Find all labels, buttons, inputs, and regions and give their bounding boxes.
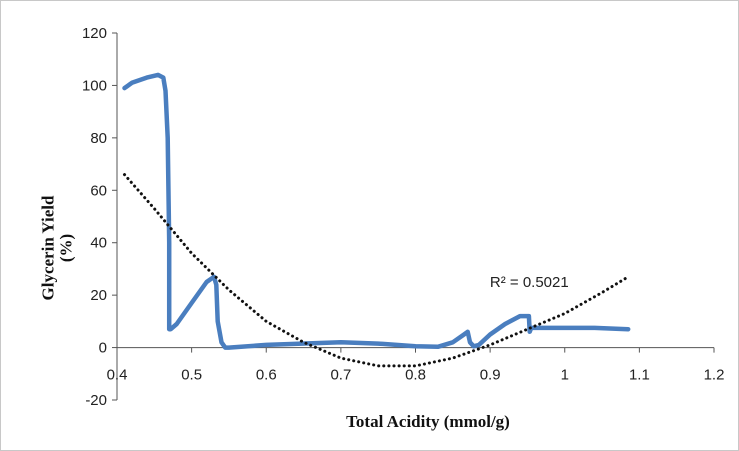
trendline-series-1 bbox=[123, 173, 630, 368]
x-tick-labels: 0.4 0.5 0.6 0.7 0.8 0.9 1 1.1 1.2 bbox=[107, 367, 725, 384]
y-axis-title-line: (%) bbox=[56, 234, 75, 262]
series-layer bbox=[122, 72, 631, 368]
r-squared-annotation: R² = 0.5021 bbox=[490, 274, 569, 291]
y-axis-title-line: Glycerin Yield bbox=[38, 195, 57, 301]
y-axis-title: Glycerin Yield(%) bbox=[38, 195, 75, 301]
x-tick-label: 1.2 bbox=[704, 367, 725, 384]
y-tick-label: 120 bbox=[82, 25, 107, 42]
y-tick-label: 40 bbox=[90, 235, 107, 252]
y-tick-label: 100 bbox=[82, 77, 107, 94]
x-tick-label: 0.5 bbox=[181, 367, 202, 384]
y-tick-label: -20 bbox=[85, 392, 107, 409]
x-tick-label: 1.1 bbox=[629, 367, 650, 384]
x-tick-label: 0.9 bbox=[480, 367, 501, 384]
y-tick-label: 60 bbox=[90, 182, 107, 199]
x-tick-label: 0.7 bbox=[330, 367, 351, 384]
y-tick-label: 0 bbox=[99, 340, 107, 357]
y-tick-labels: -20 0 20 40 60 80 100 120 bbox=[82, 25, 107, 409]
y-tick-label: 80 bbox=[90, 130, 107, 147]
annotation-layer: R² = 0.5021 bbox=[490, 274, 569, 291]
x-tick-label: 0.8 bbox=[405, 367, 426, 384]
x-tick-label: 0.4 bbox=[107, 367, 128, 384]
data-line-series-0 bbox=[122, 72, 631, 350]
x-tick-label: 0.6 bbox=[256, 367, 277, 384]
y-tick-label: 20 bbox=[90, 287, 107, 304]
x-tick-label: 1 bbox=[561, 367, 569, 384]
x-axis-title: Total Acidity (mmol/g) bbox=[346, 412, 510, 431]
